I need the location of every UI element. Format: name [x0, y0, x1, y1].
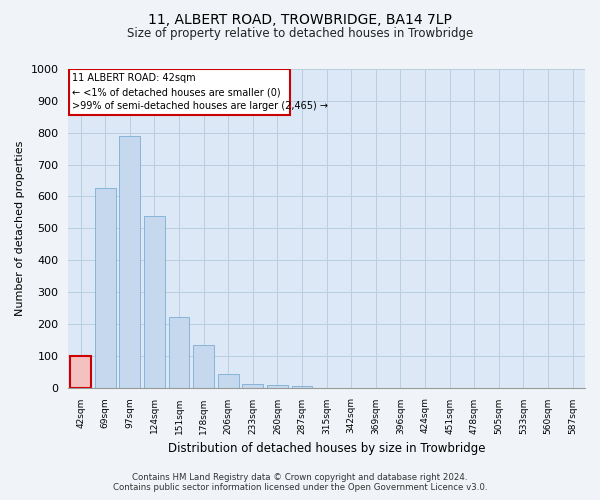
Bar	[242, 384, 263, 388]
Bar	[292, 386, 313, 388]
Bar	[267, 385, 288, 388]
Bar	[193, 344, 214, 388]
Bar	[95, 188, 116, 388]
Text: Size of property relative to detached houses in Trowbridge: Size of property relative to detached ho…	[127, 28, 473, 40]
Text: 11, ALBERT ROAD, TROWBRIDGE, BA14 7LP: 11, ALBERT ROAD, TROWBRIDGE, BA14 7LP	[148, 12, 452, 26]
Y-axis label: Number of detached properties: Number of detached properties	[15, 140, 25, 316]
Bar	[70, 356, 91, 388]
Bar	[119, 136, 140, 388]
Bar	[218, 374, 239, 388]
FancyBboxPatch shape	[69, 69, 290, 115]
Bar	[169, 318, 190, 388]
X-axis label: Distribution of detached houses by size in Trowbridge: Distribution of detached houses by size …	[168, 442, 485, 455]
Text: 11 ALBERT ROAD: 42sqm
← <1% of detached houses are smaller (0)
>99% of semi-deta: 11 ALBERT ROAD: 42sqm ← <1% of detached …	[73, 73, 328, 111]
Bar	[144, 216, 165, 388]
Text: Contains HM Land Registry data © Crown copyright and database right 2024.
Contai: Contains HM Land Registry data © Crown c…	[113, 473, 487, 492]
